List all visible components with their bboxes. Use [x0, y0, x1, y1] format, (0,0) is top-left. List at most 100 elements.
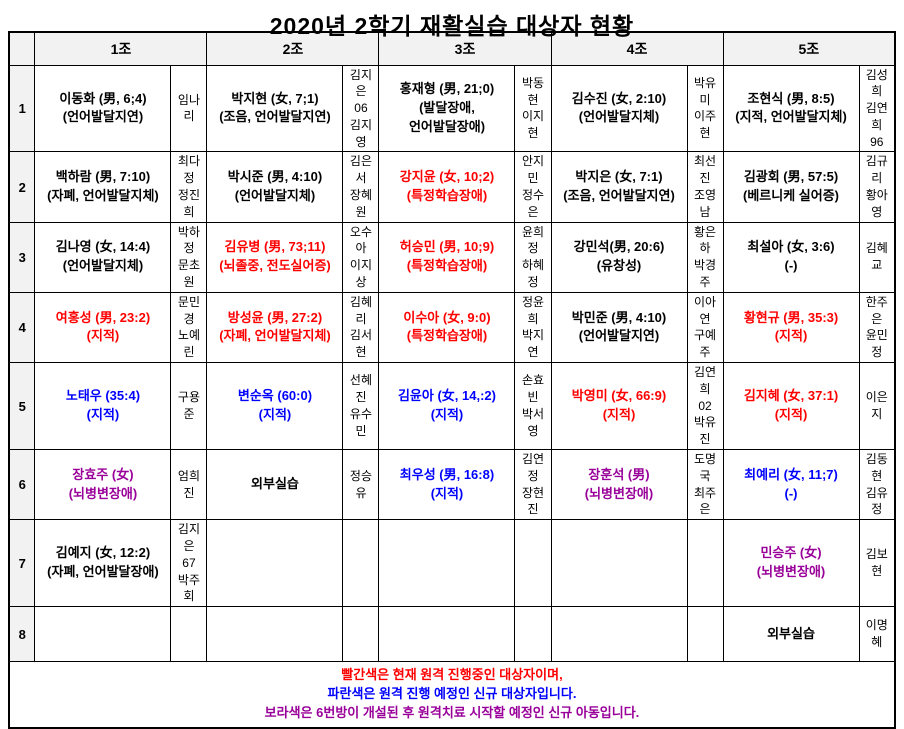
subject-cell [378, 606, 516, 663]
therapist-cell: 최다정 정진희 [170, 151, 208, 223]
column-header-group-4: 4조 [550, 31, 724, 66]
subject-cell: 민승주 (女) (뇌병변장애) [722, 519, 860, 608]
therapist-cell: 김지은 06 김지영 [342, 64, 380, 153]
therapist-cell: 김연정 장현진 [514, 449, 552, 521]
subject-cell: 최우성 (男, 16:8) (지적) [378, 449, 516, 521]
therapist-cell: 엄희진 [170, 449, 208, 521]
corner-cell [8, 31, 36, 66]
therapist-cell: 최선진 조영남 [686, 151, 724, 223]
subject-cell [206, 519, 344, 608]
table-row: 7 김예지 (女, 12:2) (자폐, 언어발달장애) 김지은 67 박주회 민승주… [8, 519, 896, 608]
therapist-cell: 이명혜 [858, 606, 896, 663]
subject-cell: 최예리 (女, 11;7) (-) [722, 449, 860, 521]
row-number: 2 [8, 151, 36, 223]
therapist-cell: 안지민 정수은 [514, 151, 552, 223]
subject-cell: 김나영 (女, 14:4) (언어발달지체) [34, 221, 172, 293]
therapist-cell: 문민경 노예린 [170, 291, 208, 364]
subject-cell: 강민석(男, 20:6) (유창성) [550, 221, 688, 293]
table-row: 3 김나영 (女, 14:4) (언어발달지체) 박하정 문초원 김유병 (男, 73… [8, 221, 896, 293]
table-row: 5 노태우 (35:4) (지적) 구용준 변순옥 (60:0) (지적) 선혜진 유수… [8, 362, 896, 451]
subject-cell: 이동화 (男, 6;4) (언어발달지연) [34, 64, 172, 153]
subject-cell: 김수진 (女, 2:10) (언어발달지체) [550, 64, 688, 153]
subject-cell: 박시준 (男, 4:10) (언어발달지체) [206, 151, 344, 223]
subject-cell: 홍재형 (男, 21;0) (발달장애, 언어발달장애) [378, 64, 516, 153]
therapist-cell: 김보현 [858, 519, 896, 608]
therapist-cell: 이은지 [858, 362, 896, 451]
subject-cell: 박영미 (女, 66:9) (지적) [550, 362, 688, 451]
column-header-group-3: 3조 [378, 31, 552, 66]
legend-line: 보라색은 6번방이 개설된 후 원격치료 시작할 예정인 신규 아동입니다. [264, 704, 640, 720]
therapist-cell [342, 606, 380, 663]
therapist-cell: 정승유 [342, 449, 380, 521]
subject-cell: 박민준 (男, 4:10) (언어발달지연) [550, 291, 688, 364]
subject-cell: 여홍성 (男, 23:2) (지적) [34, 291, 172, 364]
subject-cell: 김윤아 (女, 14,:2) (지적) [378, 362, 516, 451]
subject-cell: 최설아 (女, 3:6) (-) [722, 221, 860, 293]
therapist-cell: 임나리 [170, 64, 208, 153]
subject-cell: 장효주 (女) (뇌병변장애) [34, 449, 172, 521]
therapist-cell: 구용준 [170, 362, 208, 451]
subject-cell: 조현식 (男, 8:5) (지적, 언어발달지체) [722, 64, 860, 153]
subject-cell: 허승민 (男, 10;9) (특정학습장애) [378, 221, 516, 293]
therapist-cell: 도명국 최주은 [686, 449, 724, 521]
subject-cell: 백하람 (男, 7:10) (자폐, 언어발달지체) [34, 151, 172, 223]
subject-cell: 박지현 (女, 7;1) (조음, 언어발달지연) [206, 64, 344, 153]
table-row: 4 여홍성 (男, 23:2) (지적) 문민경 노예린 방성윤 (男, 27:2) … [8, 291, 896, 364]
subject-cell [378, 519, 516, 608]
therapist-cell: 김지은 67 박주회 [170, 519, 208, 608]
subject-cell: 변순옥 (60:0) (지적) [206, 362, 344, 451]
therapist-cell: 황은하 박경주 [686, 221, 724, 293]
therapist-cell [514, 606, 552, 663]
subject-cell: 장훈석 (男) (뇌병변장애) [550, 449, 688, 521]
subject-cell [34, 606, 172, 663]
therapist-cell: 선혜진 유수민 [342, 362, 380, 451]
page-title: 2020년 2학기 재활실습 대상자 현황 [269, 13, 635, 39]
subject-cell: 김유병 (男, 73;11) (뇌졸중, 전도실어증) [206, 221, 344, 293]
subject-cell: 박지은 (女, 7:1) (조음, 언어발달지연) [550, 151, 688, 223]
subject-cell: 외부실습 [722, 606, 860, 663]
legend-line: 빨간색은 현재 원격 진행중인 대상자이며, [341, 667, 563, 683]
row-number: 1 [8, 64, 36, 153]
therapist-cell: 손효빈 박서영 [514, 362, 552, 451]
subject-cell: 황현규 (男, 35:3) (지적) [722, 291, 860, 364]
subject-cell [206, 606, 344, 663]
therapist-cell: 정윤희 박지연 [514, 291, 552, 364]
legend-line: 파란색은 원격 진행 예정인 신규 대상자입니다. [327, 686, 577, 702]
subject-cell: 외부실습 [206, 449, 344, 521]
therapist-cell: 박동현 이지현 [514, 64, 552, 153]
therapist-cell: 박하정 문초원 [170, 221, 208, 293]
table-row: 1 이동화 (男, 6;4) (언어발달지연) 임나리 박지현 (女, 7;1) (조… [8, 64, 896, 153]
subject-cell: 노태우 (35:4) (지적) [34, 362, 172, 451]
therapist-cell: 김은서 장혜원 [342, 151, 380, 223]
therapist-cell [170, 606, 208, 663]
row-number: 5 [8, 362, 36, 451]
table-row: 6 장효주 (女) (뇌병변장애) 엄희진 외부실습 정승유 최우성 (男, 16:8) … [8, 449, 896, 521]
therapist-cell: 이아연 구예주 [686, 291, 724, 364]
therapist-cell: 오수아 이지상 [342, 221, 380, 293]
column-header-group-1: 1조 [34, 31, 208, 66]
therapist-cell [686, 606, 724, 663]
column-header-group-5: 5조 [722, 31, 896, 66]
subject-cell: 김지혜 (女, 37:1) (지적) [722, 362, 860, 451]
row-number: 3 [8, 221, 36, 293]
subject-cell: 방성윤 (男, 27:2) (자폐, 언어발달지체) [206, 291, 344, 364]
row-number: 4 [8, 291, 36, 364]
table-body: 1조 2조 3조 4조 5조 1 이동화 (男, 6;4) (언어발달지연) 임나리 박지현 … [8, 31, 896, 729]
therapist-cell: 김규리 황아영 [858, 151, 896, 223]
therapist-cell [514, 519, 552, 608]
subject-cell: 김광회 (男, 57:5) (베르니케 실어증) [722, 151, 860, 223]
legend-row: 빨간색은 현재 원격 진행중인 대상자이며, 파란색은 원격 진행 예정인 신규 … [8, 661, 896, 729]
therapist-cell [686, 519, 724, 608]
therapist-cell: 김혜교 [858, 221, 896, 293]
column-header-group-2: 2조 [206, 31, 380, 66]
therapist-cell: 김연희 02 박유진 [686, 362, 724, 451]
subject-cell: 이수아 (女, 9:0) (특정학습장애) [378, 291, 516, 364]
therapist-cell: 김동현 김유정 [858, 449, 896, 521]
therapist-cell: 김혜리 김서현 [342, 291, 380, 364]
table-row: 2 백하람 (男, 7:10) (자폐, 언어발달지체) 최다정 정진희 박시준 (男… [8, 151, 896, 223]
subject-cell [550, 606, 688, 663]
therapist-cell [342, 519, 380, 608]
therapist-cell: 한주은 윤민정 [858, 291, 896, 364]
subject-cell: 강지윤 (女, 10;2) (특정학습장애) [378, 151, 516, 223]
subject-cell: 김예지 (女, 12:2) (자폐, 언어발달장애) [34, 519, 172, 608]
